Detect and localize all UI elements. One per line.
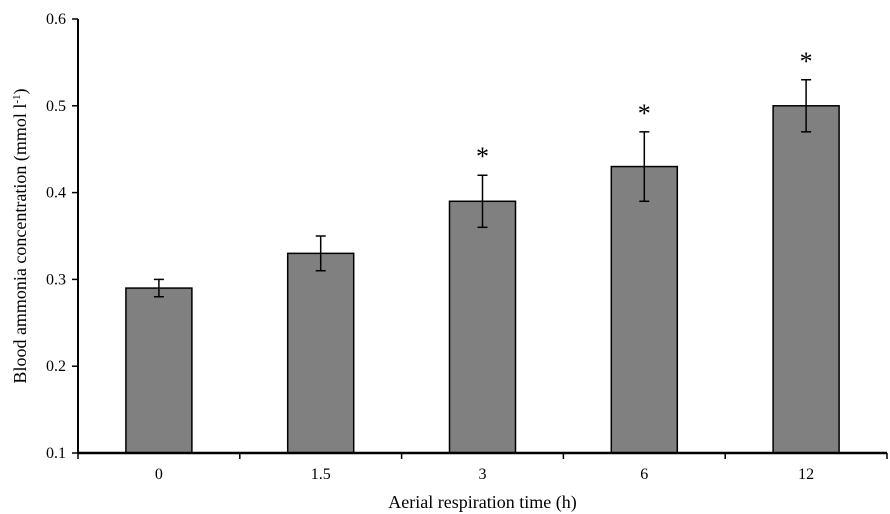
x-tick-label: 0 [155,466,163,483]
y-tick-label: 0.6 [46,11,66,28]
x-tick-label: 1.5 [311,466,331,483]
bar [286,252,355,454]
y-tick-label: 0.4 [46,185,66,202]
y-tick-label: 0.3 [46,271,66,288]
x-tick-label: 6 [640,466,648,483]
y-axis-ticks: 0.1 0.2 0.3 0.4 0.5 0.6 [46,11,78,462]
x-axis-ticks: 0 1.5 3 6 12 [77,453,888,483]
bar [610,165,679,454]
y-tick-label: 0.5 [46,98,66,115]
bar [125,287,193,454]
bar [772,105,840,454]
x-tick-label: 12 [798,466,814,483]
y-axis-title: Blood ammonia concentration (mmol l-1) [10,88,31,383]
significance-mark: * [476,142,489,171]
y-tick-label: 0.2 [46,358,66,375]
error-bars-group [153,79,812,298]
y-axis-title-superscript: -1 [11,94,23,103]
y-axis-title-main: Blood ammonia concentration (mmol l [10,104,31,384]
bar [448,200,517,454]
x-axis-title: Aerial respiration time (h) [388,492,576,513]
significance-mark: * [638,99,651,128]
x-tick-label: 3 [479,466,487,483]
y-tick-label: 0.1 [46,445,66,462]
significance-marks-group: * * * [476,47,813,171]
significance-mark: * [800,47,813,76]
y-axis-title-end: ) [10,88,31,94]
